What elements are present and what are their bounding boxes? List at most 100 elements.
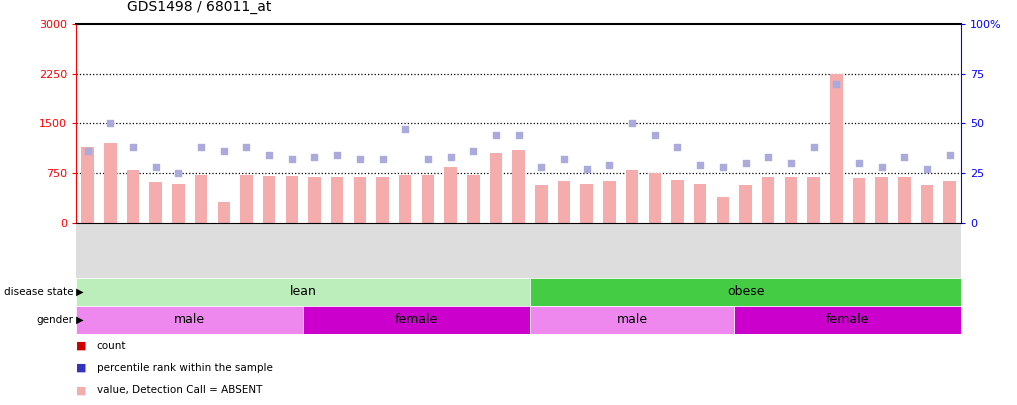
Bar (308, 177, 320, 223)
Text: GSM47855: GSM47855 (582, 29, 591, 70)
Point (193, 144, 210, 151)
Text: ▶: ▶ (73, 287, 83, 297)
Text: GSM47835: GSM47835 (128, 29, 137, 70)
Point (874, 164, 890, 171)
Bar (649, 173, 661, 223)
Point (828, 81, 844, 87)
Point (579, 166, 595, 173)
Bar (557, 181, 571, 223)
Bar (218, 202, 230, 223)
Bar (490, 153, 502, 223)
Text: GSM47832: GSM47832 (515, 29, 523, 70)
Point (896, 154, 912, 160)
Bar (127, 170, 139, 223)
Text: GSM47824: GSM47824 (333, 29, 342, 70)
Point (102, 120, 118, 127)
Text: GSM47841: GSM47841 (264, 29, 274, 70)
Text: GSM47848: GSM47848 (854, 29, 863, 70)
Point (556, 156, 573, 162)
Text: GSM47830: GSM47830 (469, 29, 478, 70)
Point (624, 120, 641, 127)
Text: GSM47856: GSM47856 (605, 29, 614, 70)
Text: GSM47843: GSM47843 (741, 29, 751, 70)
Bar (172, 184, 185, 223)
Text: female: female (826, 313, 870, 326)
Text: GSM47837: GSM47837 (174, 29, 183, 70)
Text: GSM47831: GSM47831 (491, 29, 500, 70)
Point (488, 132, 504, 139)
Bar (530, 278, 961, 306)
Text: ■: ■ (76, 386, 86, 395)
Bar (852, 178, 865, 223)
Point (805, 144, 822, 151)
Bar (331, 177, 344, 223)
Bar (876, 177, 888, 223)
Text: GSM47844: GSM47844 (764, 29, 773, 70)
Text: ■: ■ (76, 363, 86, 373)
Text: obese: obese (727, 286, 765, 298)
Text: GSM47859: GSM47859 (673, 29, 682, 70)
Bar (625, 170, 639, 223)
Text: GSM47828: GSM47828 (423, 29, 432, 70)
Point (442, 154, 459, 160)
Text: male: male (174, 313, 205, 326)
Bar (467, 175, 480, 223)
Bar (399, 175, 412, 223)
Text: GSM47860: GSM47860 (696, 29, 705, 70)
Text: GSM47838: GSM47838 (196, 29, 205, 70)
Text: GSM47825: GSM47825 (355, 29, 364, 70)
Text: GSM47826: GSM47826 (378, 29, 387, 70)
Point (170, 170, 186, 177)
Text: ▶: ▶ (73, 315, 83, 325)
Bar (422, 175, 434, 223)
Point (79, 148, 96, 155)
Text: percentile rank within the sample: percentile rank within the sample (97, 363, 273, 373)
Point (238, 144, 254, 151)
Bar (81, 147, 94, 223)
Bar (898, 177, 910, 223)
Text: GSM47857: GSM47857 (627, 29, 637, 70)
Bar (303, 306, 530, 334)
Point (715, 164, 731, 171)
Text: GSM47858: GSM47858 (650, 29, 659, 70)
Text: GSM47854: GSM47854 (559, 29, 569, 70)
Point (760, 154, 776, 160)
Point (352, 156, 368, 162)
Text: GSM47839: GSM47839 (220, 29, 228, 70)
Point (737, 160, 754, 166)
Text: GSM47836: GSM47836 (152, 29, 161, 70)
Text: GSM47853: GSM47853 (537, 29, 546, 70)
Point (647, 132, 663, 139)
Text: GSM47851: GSM47851 (922, 29, 932, 70)
Text: GSM47852: GSM47852 (945, 29, 954, 70)
Text: GSM47833: GSM47833 (83, 29, 93, 70)
Bar (76, 306, 303, 334)
Bar (785, 177, 797, 223)
Text: GSM47861: GSM47861 (718, 29, 727, 70)
Text: GSM47845: GSM47845 (786, 29, 795, 70)
Text: lean: lean (290, 286, 316, 298)
Point (420, 156, 436, 162)
Point (261, 152, 278, 158)
Point (533, 164, 549, 171)
Text: count: count (97, 341, 126, 351)
Bar (240, 175, 252, 223)
Bar (76, 278, 530, 306)
Bar (530, 306, 734, 334)
Bar (513, 150, 525, 223)
Point (692, 162, 708, 168)
Point (330, 152, 346, 158)
Bar (739, 185, 752, 223)
Bar (603, 181, 615, 223)
Bar (262, 176, 276, 223)
Text: GSM47842: GSM47842 (287, 29, 296, 70)
Text: ■: ■ (76, 341, 86, 351)
Bar (104, 143, 117, 223)
Point (942, 152, 958, 158)
Point (374, 156, 391, 162)
Bar (734, 306, 961, 334)
Point (306, 154, 322, 160)
Text: female: female (395, 313, 438, 326)
Text: GSM47847: GSM47847 (832, 29, 841, 70)
Point (125, 144, 141, 151)
